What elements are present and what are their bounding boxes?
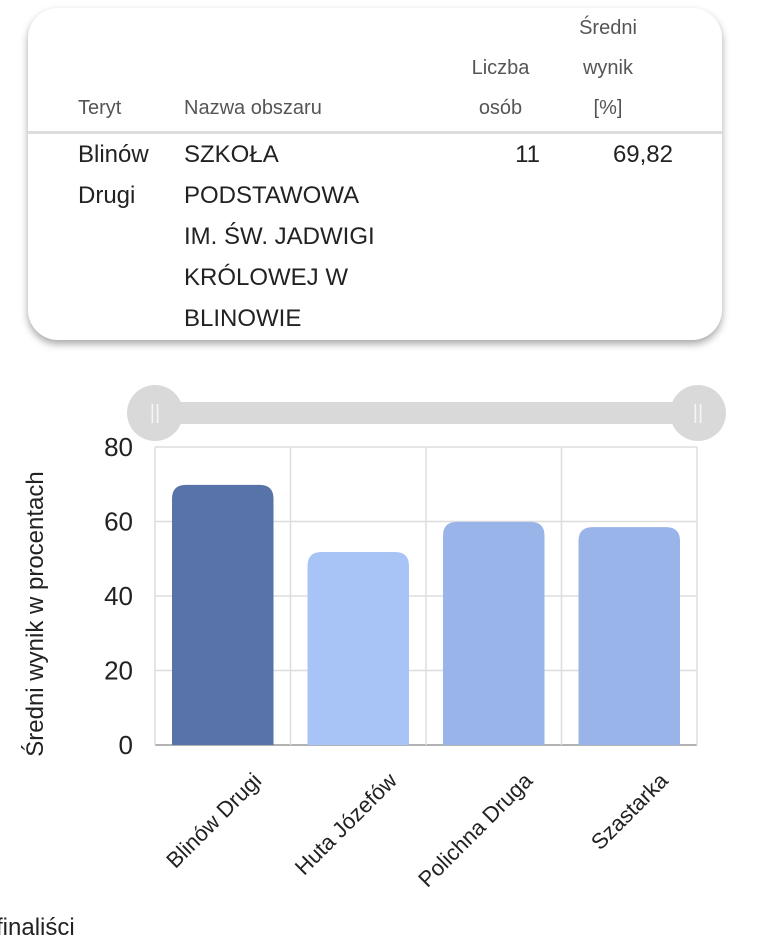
range-slider-left-handle[interactable]: || xyxy=(127,385,183,441)
header-nazwa: Nazwa obszaru xyxy=(184,97,322,119)
y-tick-label: 20 xyxy=(104,656,133,686)
cell-nazwa: SZKOŁA PODSTAWOWA IM. ŚW. JADWIGI KRÓLOWEJ … xyxy=(184,141,375,332)
bar-polichna-druga xyxy=(443,521,545,745)
y-tick-label: 40 xyxy=(104,581,133,611)
cell-sredni: 69,82 xyxy=(612,141,673,168)
x-tick-label: Huta Józefów xyxy=(290,768,402,880)
bar-szastarka xyxy=(578,527,680,745)
y-tick-label: 80 xyxy=(104,432,133,462)
footer-text: finaliści xyxy=(0,914,75,941)
header-liczba: Liczba osób xyxy=(471,57,530,119)
y-axis-label: Średni wynik w procentach xyxy=(21,471,49,756)
header-teryt: Teryt xyxy=(78,97,122,119)
x-tick-label: Szastarka xyxy=(586,767,673,854)
y-tick-label: 60 xyxy=(104,507,133,537)
bar-huta-józefów xyxy=(307,552,409,745)
range-slider-right-handle[interactable]: || xyxy=(670,385,726,441)
bar-blinów-drugi xyxy=(172,484,274,745)
x-tick-label: Polichna Druga xyxy=(413,767,538,892)
header-divider xyxy=(28,131,722,134)
header-sredni: Średni wynik [%] xyxy=(579,17,637,119)
cell-liczba: 11 xyxy=(515,141,540,168)
cell-teryt: Blinów Drugi xyxy=(78,141,149,209)
results-table-card: Teryt Nazwa obszaru Liczba osób Średni wyn… xyxy=(28,8,722,340)
range-slider-track[interactable] xyxy=(155,402,700,424)
y-tick-label: 0 xyxy=(119,730,133,760)
x-tick-label: Blinów Drugi xyxy=(161,768,266,873)
